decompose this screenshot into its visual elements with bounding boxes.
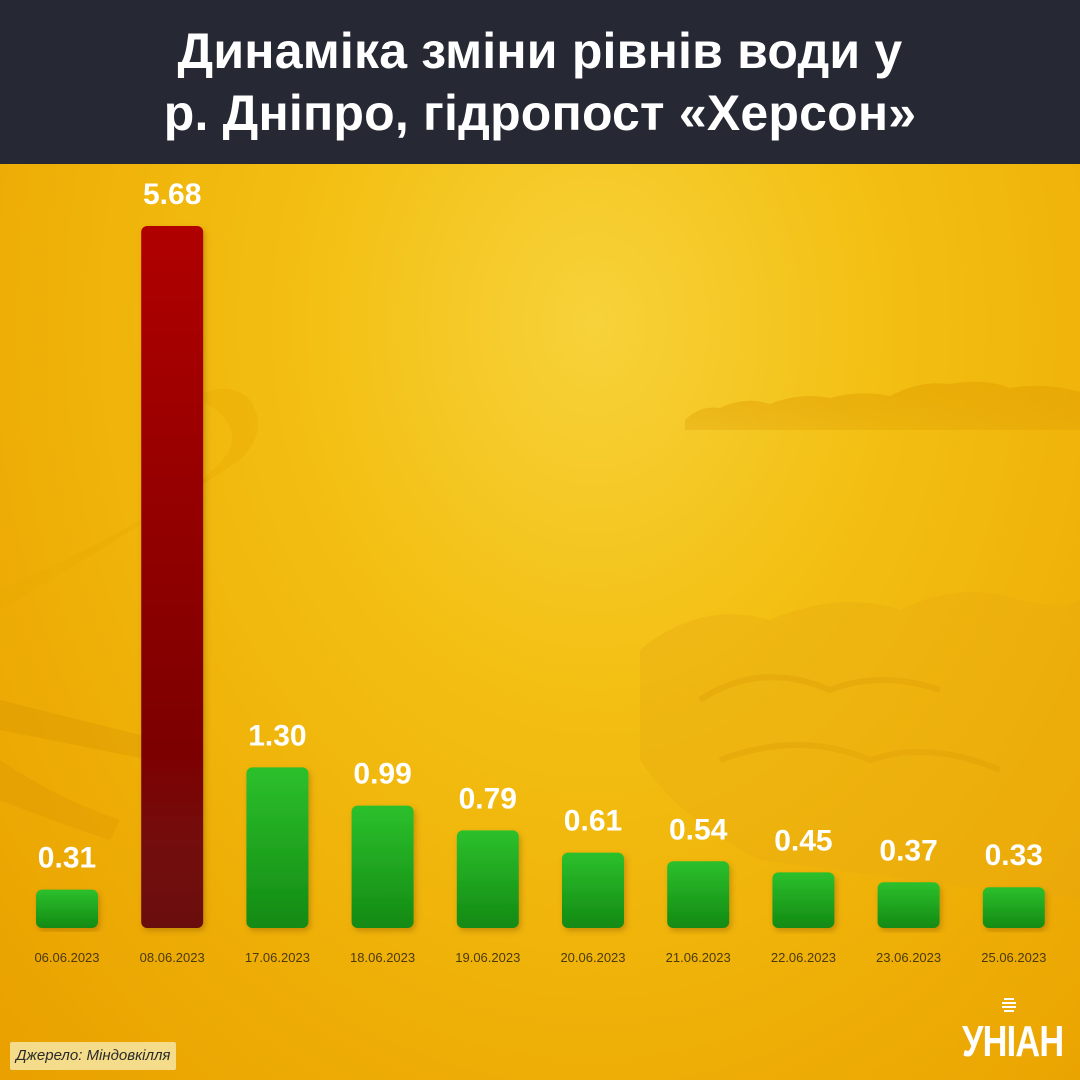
bar-08.06.2023: [141, 225, 204, 928]
logo-text: УНІАН: [962, 1017, 1064, 1066]
title-line-1: Динаміка зміни рівнів води у: [177, 23, 903, 79]
x-tick-label: 22.06.2023: [771, 950, 836, 965]
value-label-23.06.2023: 0.37: [879, 834, 937, 867]
x-tick-label: 06.06.2023: [34, 950, 99, 965]
bar-19.06.2023: [456, 830, 519, 928]
bar-17.06.2023: [246, 767, 309, 928]
title-line-2: р. Дніпро, гідропост «Херсон»: [163, 85, 917, 141]
value-label-06.06.2023: 0.31: [38, 842, 96, 875]
chart-title: Динаміка зміни рівнів води у р. Дніпро, …: [164, 20, 917, 144]
value-label-22.06.2023: 0.45: [774, 824, 832, 857]
bar-chart: 0.31 5.68 1.30 0.99 0.79 0.61 0.54 0.45 0.37 0.33…: [34, 178, 1046, 965]
bar-21.06.2023: [667, 861, 730, 928]
uniian-logo: УНІАН: [962, 998, 1064, 1066]
value-label-21.06.2023: 0.54: [669, 813, 728, 846]
x-tick-label: 19.06.2023: [455, 950, 520, 965]
bar-25.06.2023: [982, 887, 1045, 928]
value-label-18.06.2023: 0.99: [353, 758, 411, 791]
x-tick-label: 23.06.2023: [876, 950, 941, 965]
x-axis-tick-labels: 06.06.2023 08.06.2023 17.06.2023 18.06.2023…: [34, 950, 1046, 965]
uniian-mark-icon: [1002, 998, 1016, 1012]
value-label-20.06.2023: 0.61: [564, 805, 622, 838]
source-note: Джерело: Міндовкілля: [10, 1042, 177, 1070]
x-tick-label: 21.06.2023: [666, 950, 731, 965]
x-tick-label: 08.06.2023: [140, 950, 205, 965]
bar-23.06.2023: [877, 882, 940, 928]
bar-18.06.2023: [351, 805, 414, 928]
x-tick-label: 17.06.2023: [245, 950, 310, 965]
value-label-17.06.2023: 1.30: [248, 719, 306, 752]
value-label-19.06.2023: 0.79: [459, 782, 517, 815]
bar-20.06.2023: [562, 852, 624, 928]
bar-06.06.2023: [36, 889, 98, 928]
bars-group: [36, 225, 1045, 928]
bar-22.06.2023: [772, 872, 835, 928]
value-label-25.06.2023: 0.33: [985, 839, 1043, 872]
x-tick-label: 20.06.2023: [560, 950, 625, 965]
value-labels-group: 0.31 5.68 1.30 0.99 0.79 0.61 0.54 0.45 0.37 0.33: [38, 178, 1043, 875]
value-label-08.06.2023: 5.68: [143, 178, 201, 211]
x-tick-label: 25.06.2023: [981, 950, 1046, 965]
header-bar: Динаміка зміни рівнів води у р. Дніпро, …: [0, 0, 1080, 164]
x-tick-label: 18.06.2023: [350, 950, 415, 965]
